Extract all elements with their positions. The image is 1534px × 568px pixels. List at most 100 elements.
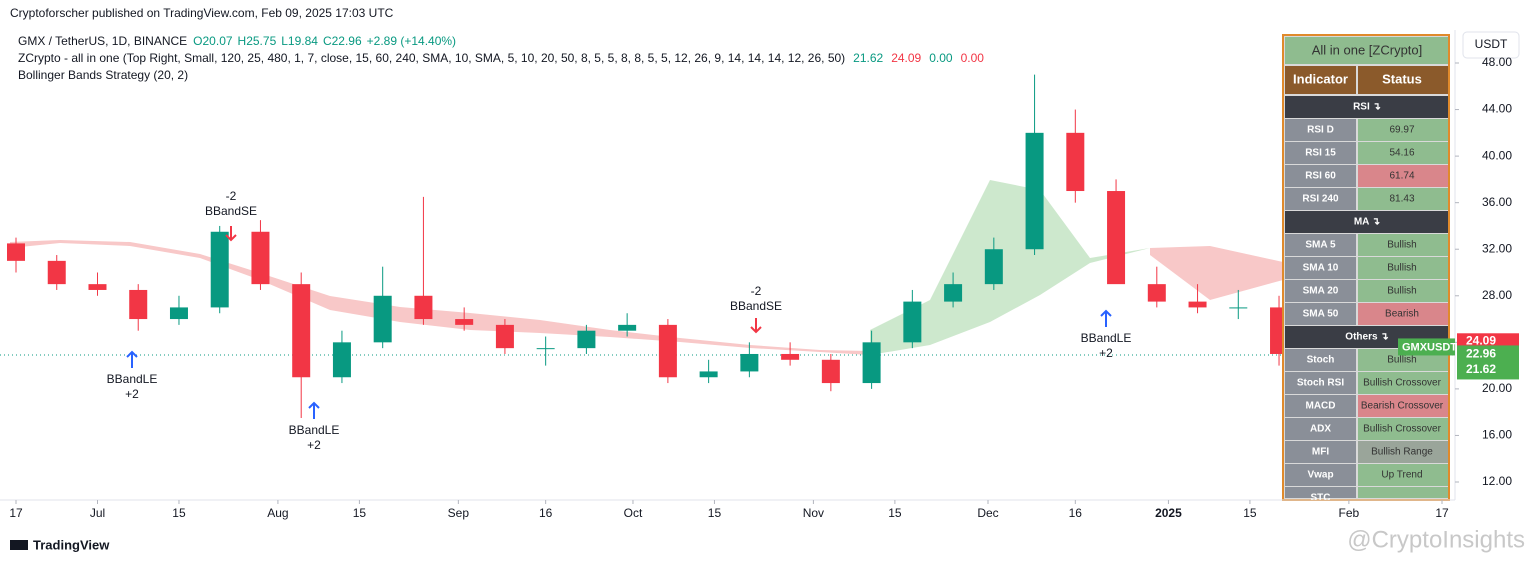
legend-value: 21.62	[853, 51, 883, 65]
candle-body	[944, 284, 963, 302]
row-label-bg	[1285, 303, 1356, 325]
y-tick-label: 20.00	[1482, 381, 1512, 395]
candle-body	[903, 301, 922, 343]
price-label: 22.96	[1466, 347, 1496, 361]
section-bg	[1285, 211, 1448, 233]
row-label-bg	[1285, 418, 1356, 440]
row-label: RSI 60	[1305, 171, 1336, 182]
row-status-bg	[1358, 487, 1448, 498]
x-tick-label: Aug	[267, 506, 288, 520]
row-label-bg	[1285, 487, 1356, 498]
row-label-bg	[1285, 142, 1356, 164]
price-label: 24.09	[1466, 333, 1496, 347]
legend-ohlc: O20.07	[193, 34, 233, 48]
x-tick-label: 16	[539, 506, 553, 520]
arrow	[750, 318, 762, 334]
candle-body	[862, 342, 881, 384]
candle-body	[373, 295, 392, 343]
x-tick-label: 2025	[1155, 506, 1182, 520]
annotation: BBandLE	[107, 372, 158, 386]
row-status-bg	[1358, 142, 1448, 164]
row-label-bg	[1285, 441, 1356, 463]
arrow	[1100, 309, 1112, 327]
x-tick-label: 15	[353, 506, 367, 520]
currency: USDT	[1475, 37, 1508, 51]
y-tick-label: 16.00	[1482, 428, 1512, 442]
band-fill	[1150, 246, 1283, 300]
section-bg	[1285, 96, 1448, 118]
row-label: SMA 5	[1305, 240, 1336, 251]
x-tick-label: 15	[172, 506, 186, 520]
row-label: STC	[1311, 493, 1331, 504]
legend-value: 0.00	[961, 51, 985, 65]
candle-body	[984, 249, 1003, 285]
candle-body	[47, 260, 66, 285]
row-status-bg	[1358, 119, 1448, 141]
row-label: SMA 50	[1303, 309, 1339, 320]
candle-body	[536, 348, 555, 350]
table-title-bg	[1285, 37, 1448, 64]
annotation: BBandLE	[1081, 331, 1132, 345]
row-status-bg	[1358, 280, 1448, 302]
candle-body	[495, 324, 514, 349]
row-label: MACD	[1306, 401, 1336, 412]
row-status: 81.43	[1389, 194, 1414, 205]
annotation: +2	[1099, 346, 1113, 360]
x-tick-label: Jul	[90, 506, 105, 520]
row-label: RSI 240	[1302, 194, 1339, 205]
candle-body	[618, 324, 637, 331]
candle-body	[1107, 191, 1126, 285]
currency-button[interactable]	[1462, 31, 1520, 59]
row-status-bg	[1358, 395, 1448, 417]
table-header-bg	[1285, 66, 1356, 94]
x-tick-label: 15	[888, 506, 902, 520]
watermark: @CryptoInsights	[1347, 526, 1525, 553]
legend-ohlc: +2.89 (+14.40%)	[367, 34, 456, 48]
row-label-bg	[1285, 395, 1356, 417]
row-status-bg	[1358, 441, 1448, 463]
row-status: 69.97	[1389, 125, 1414, 136]
candle-body	[332, 342, 351, 378]
row-status: Bearish	[1385, 309, 1419, 320]
legend-ohlc: L19.84	[281, 34, 318, 48]
table-header: Status	[1382, 71, 1422, 86]
x-tick-label: 16	[1069, 506, 1083, 520]
row-status: Bearish Crossover	[1361, 401, 1444, 412]
row-label: RSI D	[1307, 125, 1334, 136]
legend-strategy: Bollinger Bands Strategy (20, 2)	[18, 68, 188, 82]
row-status-bg	[1358, 372, 1448, 394]
row-status-bg	[1358, 257, 1448, 279]
candle-body	[821, 359, 840, 384]
row-status-bg	[1358, 188, 1448, 210]
x-tick-label: 17	[9, 506, 23, 520]
row-status-bg	[1358, 303, 1448, 325]
annotation: -2	[226, 189, 237, 203]
candle-body	[1229, 307, 1248, 309]
row-label: MFI	[1312, 447, 1329, 458]
x-tick-label: Feb	[1339, 506, 1360, 520]
row-label-bg	[1285, 257, 1356, 279]
row-label-bg	[1285, 349, 1356, 371]
row-status: 61.74	[1389, 171, 1414, 182]
x-tick-label: Sep	[448, 506, 470, 520]
row-label: SMA 10	[1303, 263, 1339, 274]
row-status: Bullish Range	[1371, 447, 1433, 458]
row-label: ADX	[1310, 424, 1331, 435]
row-status-bg	[1358, 165, 1448, 187]
row-label: Stoch RSI	[1297, 378, 1344, 389]
legend-indicator: ZCrypto - all in one (Top Right, Small, …	[18, 51, 845, 65]
y-tick-label: 40.00	[1482, 148, 1512, 162]
x-tick-label: 17	[1435, 506, 1449, 520]
section-name: Others ↴	[1345, 332, 1388, 343]
row-status: Bullish	[1387, 286, 1416, 297]
section-name: MA ↴	[1354, 217, 1380, 228]
price-label: 21.62	[1466, 362, 1496, 376]
row-status: 54.16	[1389, 148, 1414, 159]
publisher: Cryptoforscher published on TradingView.…	[10, 6, 394, 20]
row-label-bg	[1285, 119, 1356, 141]
price-label-bg	[1457, 362, 1519, 380]
y-tick-label: 48.00	[1482, 55, 1512, 69]
candle-body	[658, 324, 677, 378]
candle-body	[169, 307, 188, 320]
x-tick-label: 15	[708, 506, 722, 520]
